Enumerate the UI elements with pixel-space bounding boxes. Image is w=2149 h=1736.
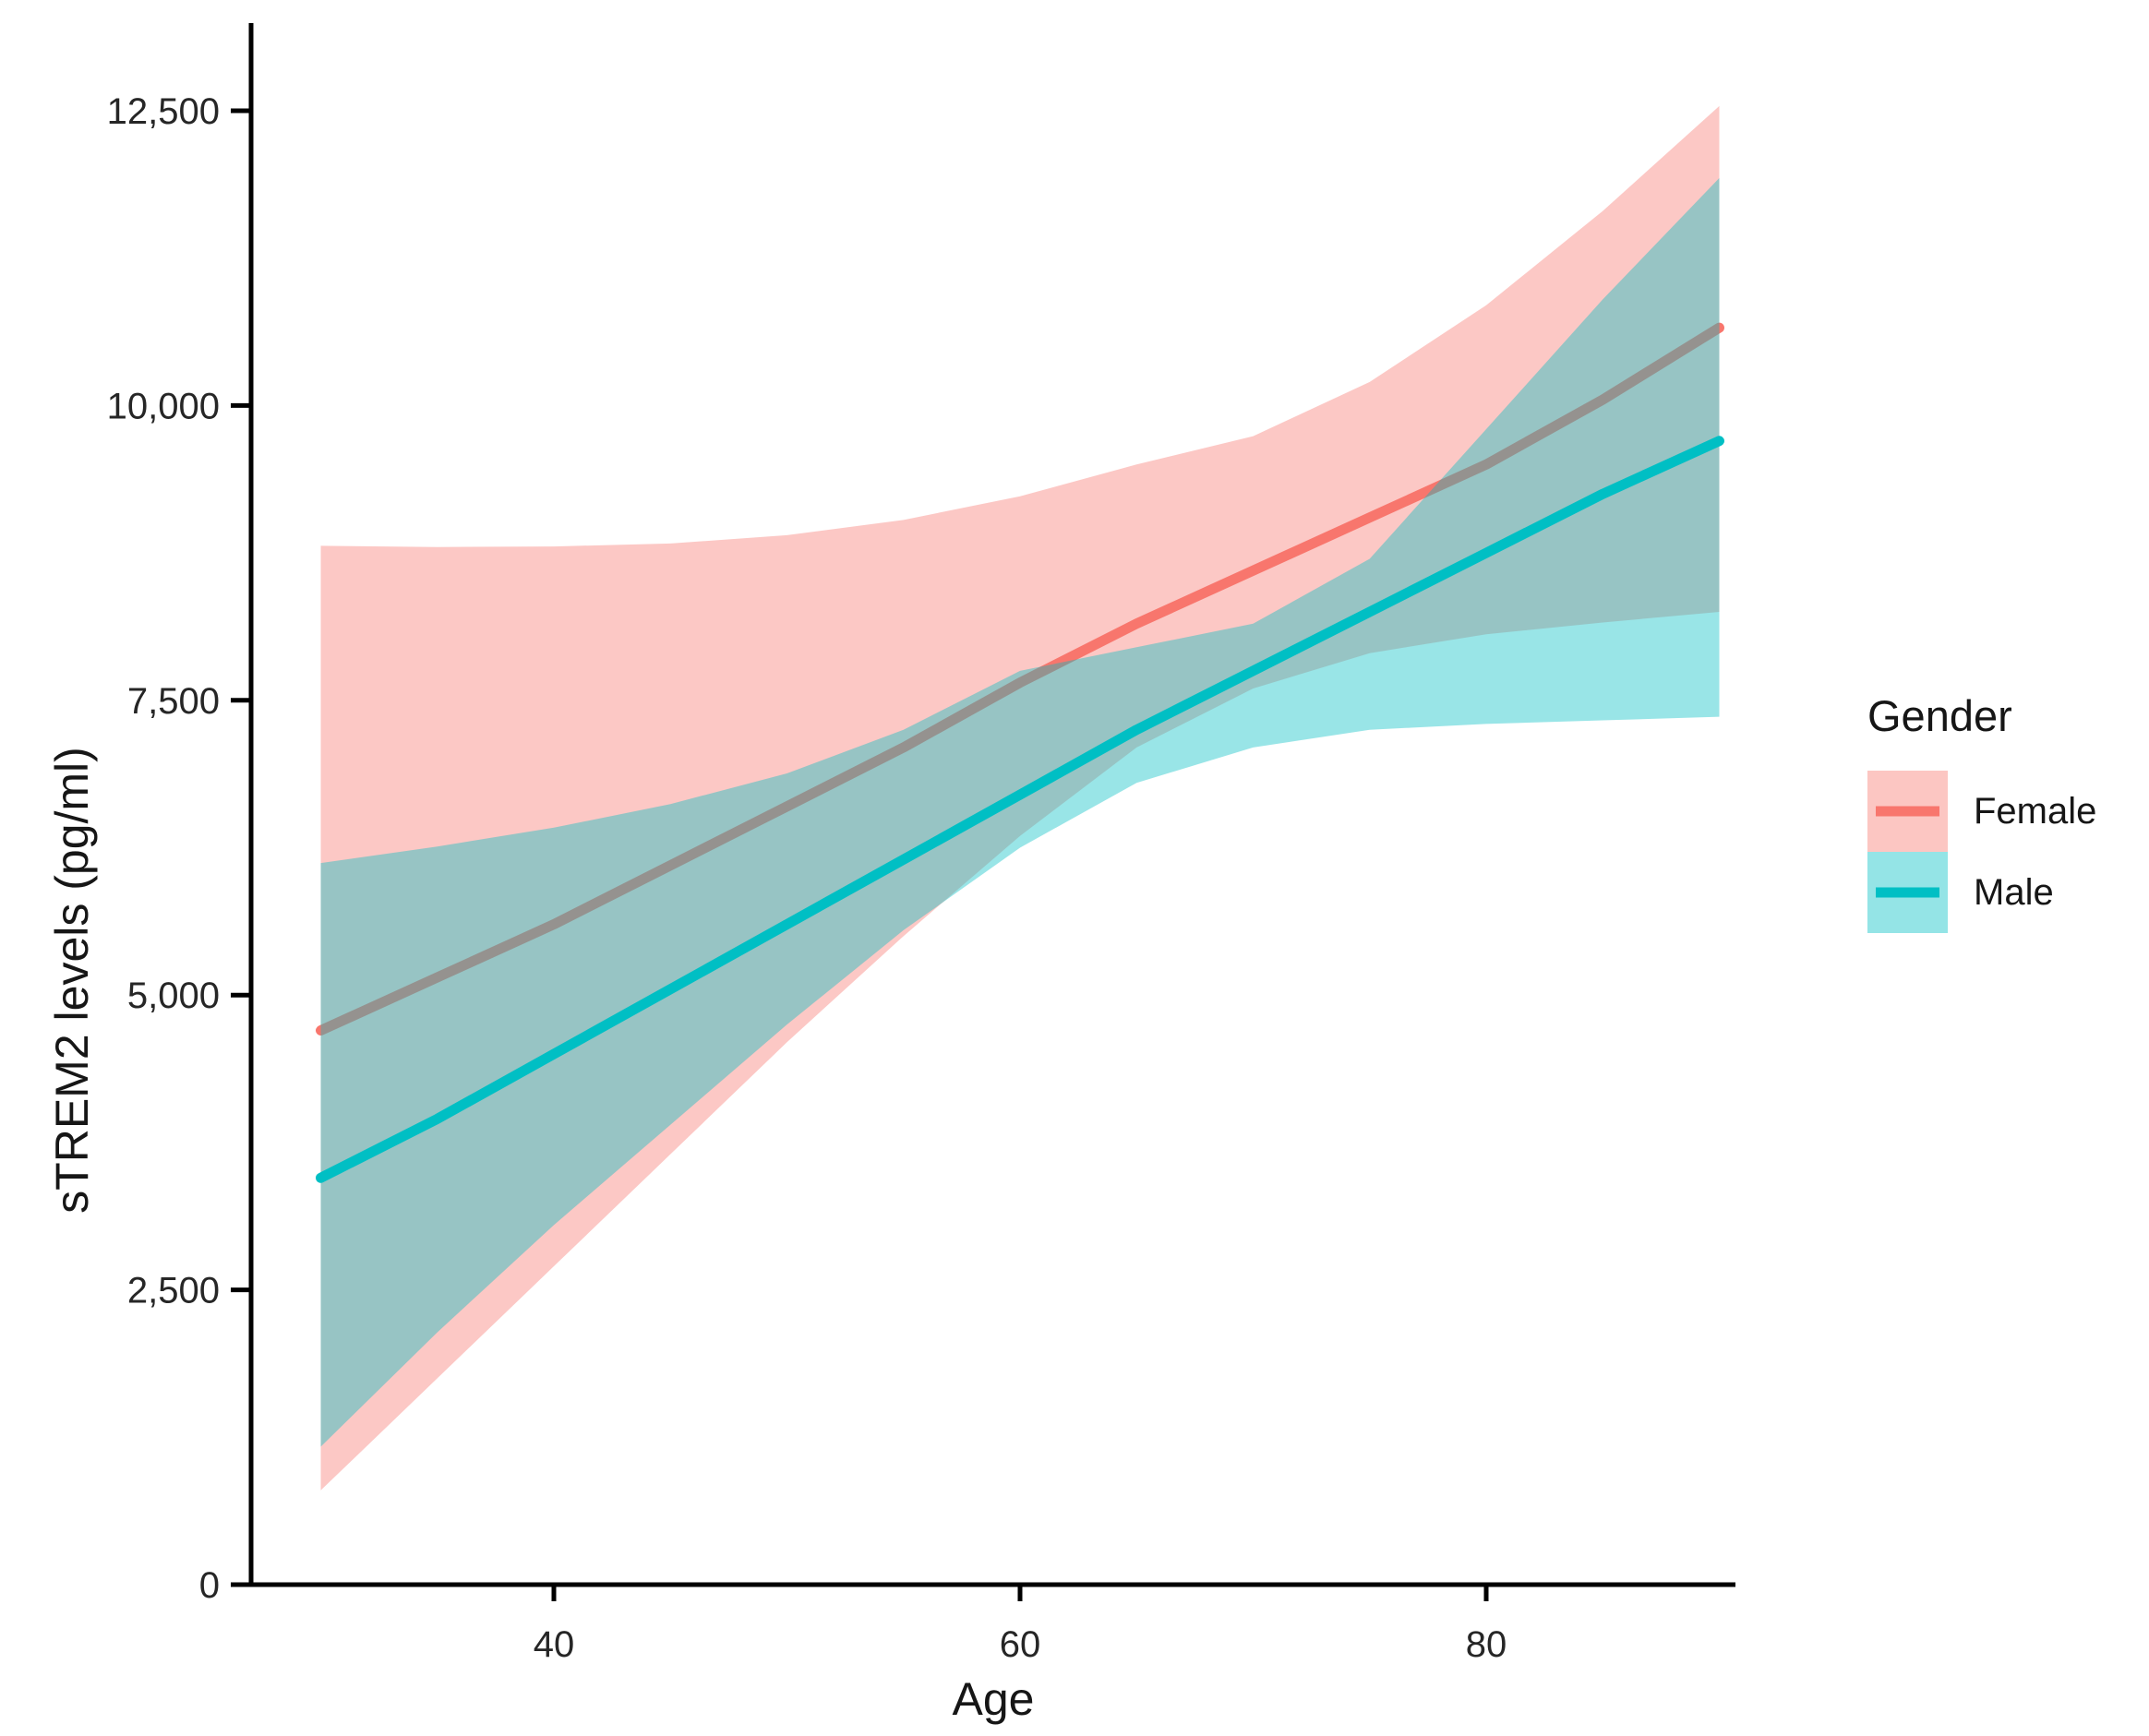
legend-label-female: Female	[1974, 790, 2097, 832]
x-tick-label: 40	[534, 1624, 575, 1665]
male-line	[316, 436, 1724, 1183]
legend-label-male: Male	[1974, 871, 2054, 913]
male-ci-ribbon	[320, 177, 1720, 1447]
x-axis-title: Age	[952, 1673, 1035, 1725]
y-tick-label: 7,500	[127, 681, 220, 722]
y-tick-label: 0	[199, 1565, 220, 1606]
legend: Gender Female Male	[1867, 690, 2096, 933]
y-tick-label: 2,500	[127, 1271, 220, 1311]
y-tick-label: 5,000	[127, 976, 220, 1016]
male-line-swatch	[1876, 887, 1939, 898]
legend-item-female: Female	[1867, 771, 2096, 852]
x-tick-label: 60	[1000, 1624, 1041, 1665]
female-line-swatch	[1876, 806, 1939, 817]
y-axis-title: sTREM2 levels (pg/ml)	[46, 747, 98, 1214]
legend-item-male: Male	[1867, 852, 2096, 933]
legend-swatch-male	[1867, 852, 1948, 933]
legend-swatch-female	[1867, 771, 1948, 852]
legend-title: Gender	[1867, 691, 2012, 740]
x-tick-label: 80	[1466, 1624, 1507, 1665]
y-tick-label: 12,500	[107, 91, 220, 132]
y-tick-label: 10,000	[107, 386, 220, 426]
female-line	[316, 322, 1724, 1036]
